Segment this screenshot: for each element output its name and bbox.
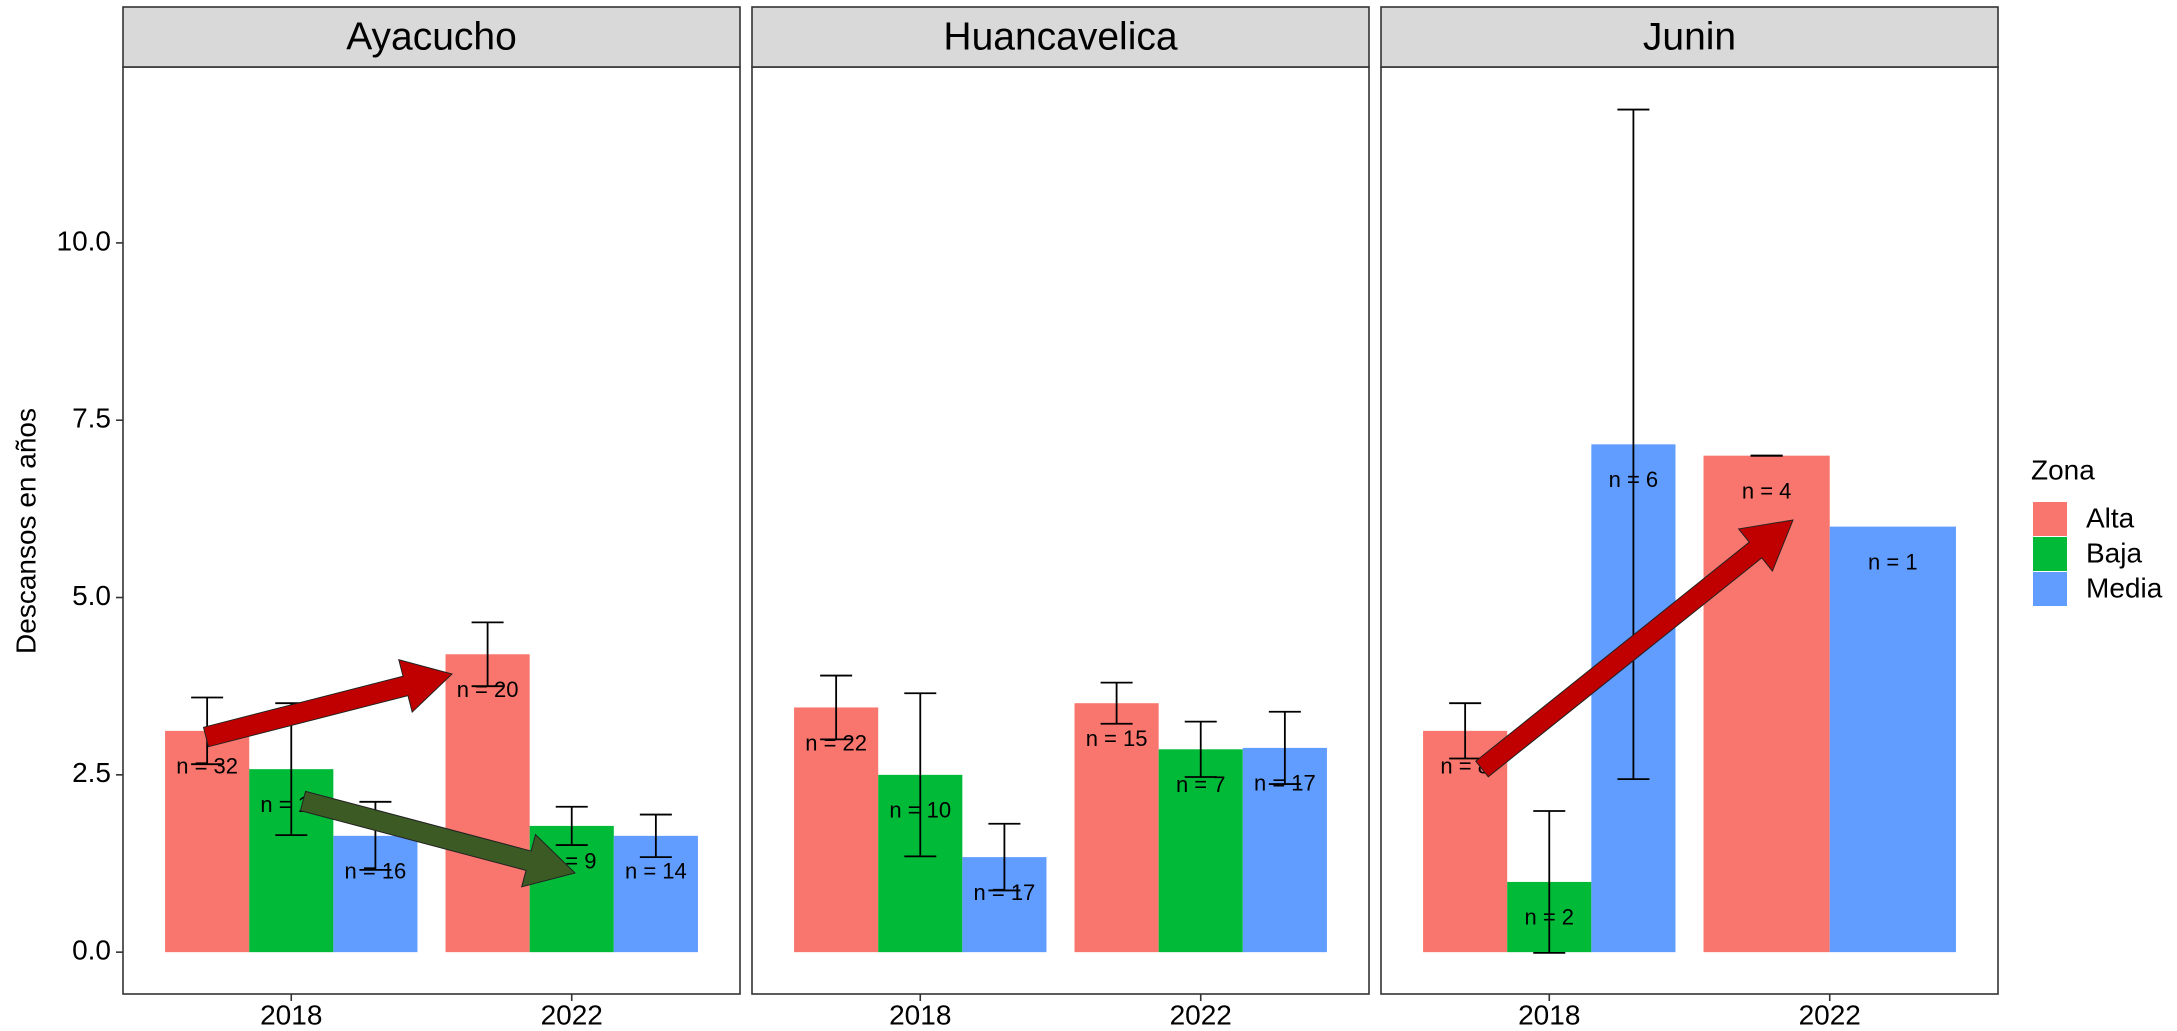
error-bar (904, 692, 937, 858)
legend-label: Media (2086, 572, 2163, 603)
bar (1074, 703, 1159, 953)
n-label: n = 7 (1176, 772, 1226, 797)
facet-title: Huancavelica (943, 15, 1177, 58)
n-label: n = 16 (345, 859, 407, 884)
n-label: n = 2 (1524, 905, 1574, 930)
y-tick-label: 2.5 (72, 757, 111, 788)
n-label: n = 17 (974, 880, 1036, 905)
n-label: n = 10 (889, 798, 951, 823)
x-tick-label: 2018 (889, 999, 951, 1030)
arrow (202, 659, 453, 748)
error-bar (820, 674, 853, 741)
error-bar (639, 813, 672, 859)
n-label: n = 15 (1086, 726, 1148, 751)
n-label: n = 32 (176, 754, 238, 779)
legend-key (2033, 572, 2067, 606)
y-axis-title: Descansos en años (10, 408, 41, 654)
y-tick-label: 10.0 (57, 225, 112, 256)
error-bar (471, 621, 504, 688)
arrow (299, 790, 576, 888)
bar (1829, 526, 1956, 953)
facet-title: Junin (1643, 15, 1736, 58)
error-bar (1533, 810, 1566, 954)
n-label: n = 22 (805, 730, 867, 755)
x-tick-label: 2022 (541, 999, 603, 1030)
legend-label: Baja (2086, 537, 2142, 568)
n-label: n = 14 (625, 859, 687, 884)
error-bar (1184, 720, 1217, 778)
error-bar (1268, 710, 1301, 785)
error-bar (1617, 108, 1650, 780)
legend-key (2033, 537, 2067, 571)
n-label: n = 6 (1609, 467, 1659, 492)
arrow (1475, 519, 1794, 778)
bar (445, 654, 530, 953)
error-bar (555, 805, 588, 846)
n-label: n = 4 (1742, 478, 1792, 503)
y-tick-label: 7.5 (72, 403, 111, 434)
x-tick-label: 2018 (1518, 999, 1580, 1030)
legend-key (2033, 502, 2067, 536)
x-tick-label: 2022 (1170, 999, 1232, 1030)
bar (1158, 749, 1243, 953)
strip (751, 6, 1370, 68)
facet-title: Ayacucho (346, 15, 517, 58)
x-tick-label: 2022 (1799, 999, 1861, 1030)
error-bar (1449, 702, 1482, 760)
bar (165, 730, 250, 953)
error-bar (988, 822, 1021, 892)
x-tick-label: 2018 (260, 999, 322, 1030)
legend-title: Zona (2031, 454, 2095, 485)
error-bar (1100, 681, 1133, 725)
legend-label: Alta (2086, 502, 2135, 533)
n-label: n = 1 (1868, 549, 1918, 574)
n-label: n = 17 (1254, 771, 1316, 796)
y-tick-label: 5.0 (72, 580, 111, 611)
n-label: n = 20 (457, 677, 519, 702)
strip (1380, 6, 1999, 68)
bar (794, 707, 879, 953)
strip (122, 6, 741, 68)
y-tick-label: 0.0 (72, 935, 111, 966)
